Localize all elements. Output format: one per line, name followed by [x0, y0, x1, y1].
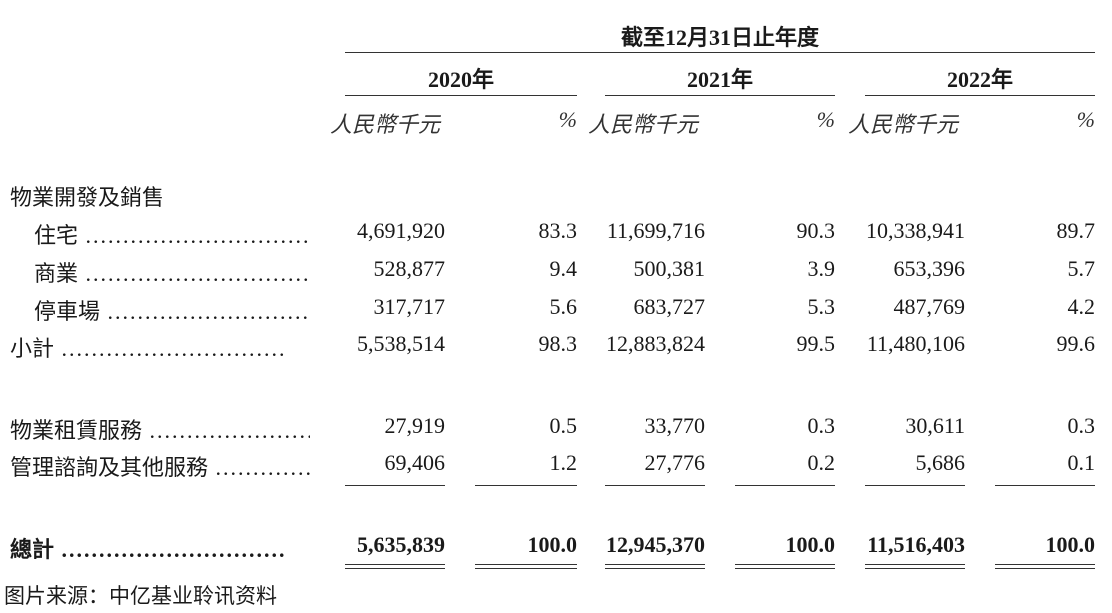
dot-leader: ..............................: [78, 261, 310, 286]
amount-cell: 5,538,514: [357, 331, 445, 356]
unit-pct-2021: %: [816, 107, 835, 132]
row-label: 總計 ..............................: [10, 532, 310, 564]
year-header-2020: 2020年: [427, 67, 494, 92]
percent-cell: 4.2: [1067, 294, 1096, 319]
row-label-text: 小計: [10, 336, 55, 361]
divider: [865, 95, 1095, 96]
source-caption: 图片来源：中亿基业聆讯资料: [4, 584, 277, 608]
amount-cell: 5,686: [915, 450, 966, 475]
unit-amount-2021: 人民幣千元: [588, 112, 699, 137]
row-label-text: 物業開發及銷售: [10, 185, 165, 210]
percent-cell: 89.7: [1056, 218, 1096, 243]
row-label-text: 物業租賃服務: [10, 418, 143, 443]
amount-cell: 528,877: [373, 256, 446, 281]
divider: [345, 52, 1095, 53]
percent-cell: 1.2: [549, 450, 578, 475]
amount-cell: 12,945,370: [606, 532, 705, 557]
row-label: 商業 ..............................: [34, 256, 310, 288]
percent-cell: 99.5: [796, 331, 836, 356]
amount-cell: 5,635,839: [357, 532, 445, 557]
amount-cell: 683,727: [633, 294, 706, 319]
percent-cell: 9.4: [549, 256, 578, 281]
amount-cell: 4,691,920: [357, 218, 445, 243]
percent-cell: 83.3: [538, 218, 578, 243]
row-label: 物業租賃服務 ..............................: [10, 413, 310, 445]
percent-cell: 5.3: [807, 294, 836, 319]
divider: [345, 95, 577, 96]
percent-cell: 5.7: [1067, 256, 1096, 281]
unit-amount-2022: 人民幣千元: [848, 112, 959, 137]
amount-cell: 11,699,716: [606, 218, 705, 243]
percent-cell: 3.9: [807, 256, 836, 281]
row-label-text: 總計: [10, 537, 55, 562]
amount-cell: 69,406: [384, 450, 446, 475]
percent-cell: 0.1: [1067, 450, 1096, 475]
dot-leader: ..............................: [54, 336, 287, 361]
dot-leader: ..............................: [100, 299, 310, 324]
amount-cell: 27,919: [384, 413, 446, 438]
percent-cell: 0.5: [549, 413, 578, 438]
amount-cell: 500,381: [633, 256, 706, 281]
percent-cell: 0.3: [807, 413, 836, 438]
amount-cell: 317,717: [373, 294, 446, 319]
unit-amount-2020: 人民幣千元: [330, 112, 441, 137]
amount-cell: 11,480,106: [866, 331, 965, 356]
amount-cell: 11,516,403: [867, 532, 965, 557]
amount-cell: 12,883,824: [606, 331, 705, 356]
percent-cell: 100.0: [527, 532, 578, 557]
unit-pct-2022: %: [1076, 107, 1095, 132]
year-header-2021: 2021年: [686, 67, 753, 92]
dot-leader: ..............................: [149, 418, 310, 443]
percent-cell: 100.0: [1045, 532, 1096, 557]
row-label-text: 住宅: [34, 223, 79, 248]
unit-pct-2020: %: [558, 107, 577, 132]
row-label: 停車場 ..............................: [34, 294, 310, 326]
percent-cell: 0.3: [1067, 413, 1096, 438]
percent-cell: 100.0: [785, 532, 836, 557]
percent-cell: 90.3: [796, 218, 836, 243]
dot-leader: ..............................: [215, 455, 310, 480]
row-label-text: 管理諮詢及其他服務: [10, 455, 209, 480]
percent-cell: 98.3: [538, 331, 578, 356]
amount-cell: 27,776: [644, 450, 706, 475]
row-label-text: 停車場: [34, 299, 101, 324]
percent-cell: 5.6: [549, 294, 578, 319]
dot-leader: ..............................: [54, 537, 287, 562]
row-label: 住宅 ..............................: [34, 218, 310, 250]
amount-cell: 33,770: [644, 413, 706, 438]
dot-leader: ..............................: [78, 223, 310, 248]
row-label-text: 商業: [34, 261, 79, 286]
percent-cell: 0.2: [807, 450, 836, 475]
year-header-2022: 2022年: [946, 67, 1013, 92]
row-label: 管理諮詢及其他服務 ..............................: [10, 450, 310, 482]
row-label: 小計 ..............................: [10, 331, 310, 363]
row-label: 物業開發及銷售: [10, 180, 310, 212]
percent-cell: 99.6: [1056, 331, 1096, 356]
amount-cell: 30,611: [905, 413, 965, 438]
amount-cell: 653,396: [893, 256, 966, 281]
divider: [605, 95, 835, 96]
amount-cell: 487,769: [893, 294, 966, 319]
amount-cell: 10,338,941: [866, 218, 965, 243]
period-header: 截至12月31日止年度: [620, 25, 819, 50]
